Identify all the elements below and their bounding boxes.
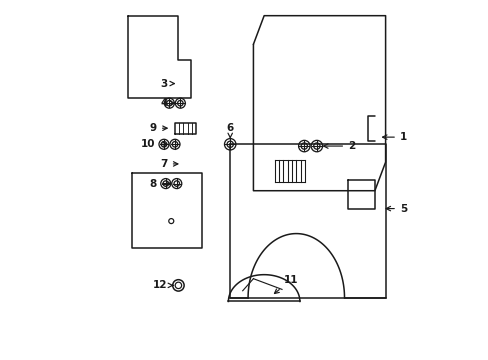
Text: 5: 5 (386, 203, 406, 213)
Text: 10: 10 (141, 139, 167, 149)
Text: 1: 1 (382, 132, 406, 142)
Text: 3: 3 (160, 78, 174, 89)
Text: 6: 6 (226, 123, 233, 139)
Text: 11: 11 (274, 275, 298, 293)
Text: 4: 4 (160, 98, 174, 108)
Text: 12: 12 (153, 280, 173, 291)
Text: 7: 7 (160, 159, 178, 169)
Text: 2: 2 (323, 141, 355, 151)
Text: 8: 8 (149, 179, 170, 189)
Text: 9: 9 (149, 123, 167, 133)
